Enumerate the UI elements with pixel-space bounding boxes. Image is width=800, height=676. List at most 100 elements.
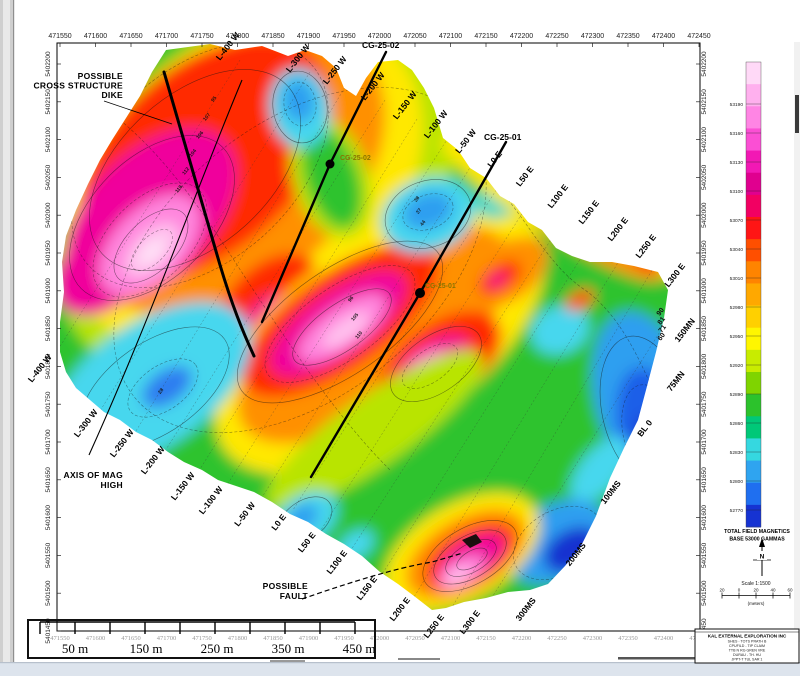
easting-label-bottom: 471900 — [299, 635, 319, 642]
northing-label-left: 5401800 — [45, 353, 52, 379]
northing-label-right: 5402050 — [701, 164, 708, 190]
survey-grid-line — [224, 137, 449, 489]
legend-value-label: 52950 — [730, 334, 744, 340]
drillhole-collar-cg-25-01 — [415, 288, 425, 298]
legend-value-label: 53160 — [730, 131, 744, 137]
anomaly-blotch — [462, 534, 482, 548]
legend-color-band — [746, 172, 761, 196]
mini-scale-tick-label: 40 — [770, 588, 776, 593]
easting-label-bottom: 472400 — [654, 635, 674, 642]
dike-leader-line — [103, 100, 173, 125]
legend-color-band — [746, 283, 761, 306]
northing-label-right: 5402100 — [701, 127, 708, 153]
annotation-dike-3: DIKE — [101, 90, 123, 100]
station-value: 28 — [157, 387, 165, 395]
northing-label-right: 5401600 — [701, 505, 708, 531]
legend-color-band — [746, 217, 761, 240]
survey-line-label-top: L300 E — [662, 261, 687, 289]
northing-label-right: 5401800 — [701, 353, 708, 379]
legend-value-label: 52830 — [730, 450, 744, 456]
legend-value-label: 53070 — [730, 218, 744, 224]
legend-value-label: 52920 — [730, 363, 744, 369]
survey-line-label-bottom: L-100 W — [197, 483, 226, 516]
survey-line-label-bottom: L200 E — [387, 595, 412, 623]
survey-line-label-bottom: L100 E — [324, 548, 349, 576]
northing-label-right: 5401500 — [701, 580, 708, 606]
annotation-axis-1: AXIS OF MAG — [64, 470, 124, 480]
title-block-line-1: SHES - TOTS PRATH B — [728, 640, 767, 644]
scale-bar-label: 50 m — [62, 641, 88, 656]
magnetic-contour-field — [60, 44, 668, 610]
easting-label-top: 472150 — [474, 33, 497, 40]
title-block-box — [694, 628, 800, 664]
annotation-axis-2: HIGH — [101, 480, 123, 490]
survey-grid-line — [380, 225, 602, 577]
title-block-line-3: TTB N RG GREN VRE — [729, 649, 766, 653]
station-value: 118 — [174, 184, 184, 194]
easting-label-top: 471550 — [48, 33, 71, 40]
survey-area — [60, 44, 668, 610]
northing-label-right: 5401700 — [701, 429, 708, 455]
station-value: 81 — [657, 316, 667, 327]
easting-label-top: 471650 — [119, 33, 142, 40]
left-scrollbar-thumb[interactable] — [3, 0, 10, 676]
northing-label-right: 5401750 — [701, 391, 708, 417]
easting-label-bottom: 472100 — [441, 635, 461, 642]
legend-color-band — [746, 482, 761, 506]
drillhole-label-cg-25-01: CG-25-01 — [484, 132, 522, 142]
bottom-smudge-3 — [398, 658, 440, 660]
right-scrollbar-thumb[interactable] — [795, 95, 799, 133]
survey-line-label-top: L-50 W — [453, 126, 479, 155]
left-scrollbar-edge — [13, 0, 15, 676]
north-arrow-label: N — [760, 554, 765, 561]
station-value: 38 — [413, 195, 421, 203]
legend-color-band — [746, 261, 761, 284]
bottom-window-strip — [0, 663, 800, 676]
survey-line-label-top: L200 E — [605, 215, 630, 243]
station-value: 106 — [195, 130, 205, 140]
station-value: 104 — [188, 148, 198, 158]
axis-of-mag-high-line — [88, 79, 243, 456]
scale-bar-label: 150 m — [130, 641, 163, 656]
northing-label-left: 5401700 — [45, 429, 52, 455]
station-value: 44 — [419, 219, 427, 227]
mini-scale-title: Scale 1:1500 — [741, 581, 770, 587]
northing-label-right: 5401900 — [701, 278, 708, 304]
easting-label-bottom: 471800 — [228, 635, 248, 642]
collar-label-cg-25-01: CG-25-01 — [425, 283, 456, 290]
survey-grid-line — [166, 99, 386, 449]
northing-label-left: 5401900 — [45, 278, 52, 304]
survey-grid-line — [350, 209, 571, 551]
drillhole-collar-cg-25-02 — [325, 159, 335, 169]
legend-color-band — [746, 106, 761, 129]
survey-grid-lines — [60, 59, 668, 610]
legend-color-band — [746, 349, 761, 373]
survey-line-label-bottom: L50 E — [296, 530, 318, 554]
easting-label-bottom: 472050 — [405, 635, 425, 642]
easting-label-top: 471750 — [190, 33, 213, 40]
map-frame — [56, 42, 701, 632]
legend-color-band — [746, 438, 761, 461]
northing-label-right: 5402150 — [701, 89, 708, 115]
easting-label-bottom: 472150 — [476, 635, 496, 642]
legend-color-band — [746, 305, 761, 329]
title-block-line-5: JPPT-T TUL SAR 1 — [732, 658, 763, 662]
northing-label-left: 5402000 — [45, 202, 52, 228]
legend-value-label: 53040 — [730, 247, 744, 253]
easting-label-top: 472300 — [581, 33, 604, 40]
survey-line-label-top: L100 E — [545, 182, 570, 210]
mini-scale: Scale 1:1500 (meters) 20 0 20 40 60 — [719, 581, 793, 606]
right-scrollbar-track[interactable] — [794, 42, 800, 642]
easting-label-bottom: 471600 — [86, 635, 106, 642]
annotation-dike-1: POSSIBLE — [78, 71, 123, 81]
collar-label-cg-25-02: CG-25-02 — [340, 155, 371, 162]
survey-grid-line — [196, 118, 418, 475]
station-value: 107 — [202, 112, 212, 122]
tie-line-label: 150MN — [672, 316, 697, 344]
legend-value-label: 52890 — [730, 392, 744, 398]
northing-label-right: 5401650 — [701, 467, 708, 493]
station-value: 37 — [415, 207, 423, 215]
survey-line-label-top: L250 E — [633, 232, 658, 260]
annotation-fault-1: POSSIBLE — [263, 581, 308, 591]
